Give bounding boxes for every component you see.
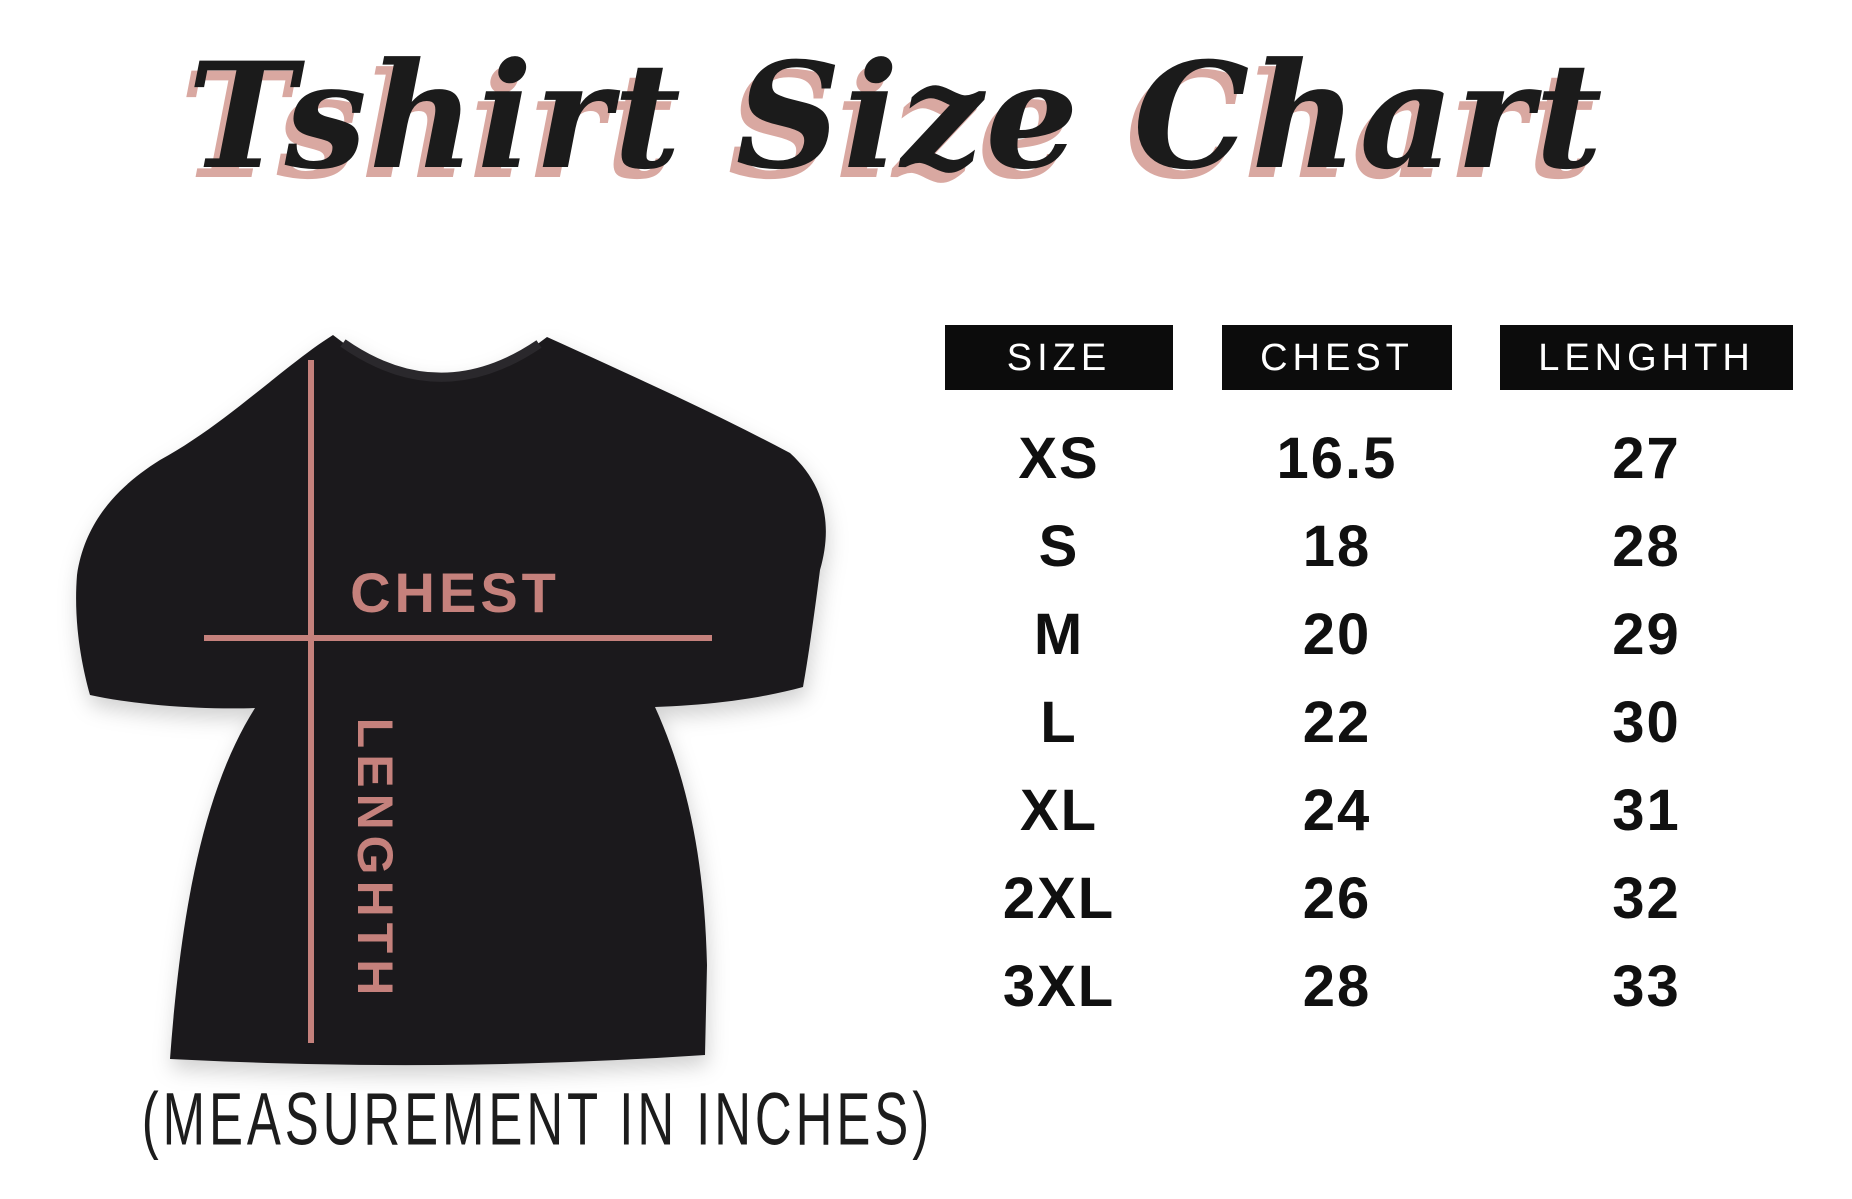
table-header-size: SIZE: [945, 325, 1173, 390]
table-column-size: XS S M L XL 2XL 3XL: [945, 415, 1173, 1031]
table-cell: 29: [1612, 602, 1681, 667]
measurement-note: (MEASUREMENT IN INCHES): [141, 1079, 934, 1162]
table-cell: 27: [1612, 426, 1681, 491]
page-title: Tshirt Size Chart: [187, 31, 1605, 202]
table-cell: 28: [1302, 954, 1372, 1019]
table-cell: L: [1040, 690, 1078, 755]
tshirt-diagram: CHEST LENGHTH: [55, 325, 840, 1070]
table-cell: 16.5: [1276, 426, 1398, 491]
length-label: LENGHTH: [347, 717, 403, 1002]
table-cell: 32: [1612, 866, 1681, 931]
table-cell: 22: [1302, 690, 1372, 755]
table-cell: 31: [1612, 778, 1681, 843]
table-column-chest: 16.5 18 20 22 24 26 28: [1222, 415, 1452, 1031]
table-cell: 20: [1302, 602, 1372, 667]
table-cell: 28: [1612, 514, 1681, 579]
table-cell: 2XL: [1002, 866, 1116, 931]
table-column-lenghth: 27 28 29 30 31 32 33: [1500, 415, 1793, 1031]
chest-measure-line: [204, 635, 712, 641]
table-cell: 30: [1612, 690, 1681, 755]
table-cell: S: [1038, 514, 1080, 579]
table-cell: 18: [1302, 514, 1372, 579]
collar-ribbing: [340, 339, 542, 382]
tshirt-back-illustration: [76, 335, 826, 1066]
table-header-lenghth: LENGHTH: [1500, 325, 1793, 390]
chest-label: CHEST: [350, 561, 560, 624]
table-cell: 26: [1302, 866, 1372, 931]
length-measure-line: [308, 360, 314, 1043]
table-header-chest: CHEST: [1222, 325, 1452, 390]
table-cell: 24: [1302, 778, 1372, 843]
table-cell: XS: [1018, 426, 1100, 491]
table-cell: 3XL: [1002, 954, 1116, 1019]
table-cell: 33: [1612, 954, 1681, 1019]
table-cell: M: [1033, 602, 1085, 667]
table-cell: XL: [1019, 778, 1099, 843]
